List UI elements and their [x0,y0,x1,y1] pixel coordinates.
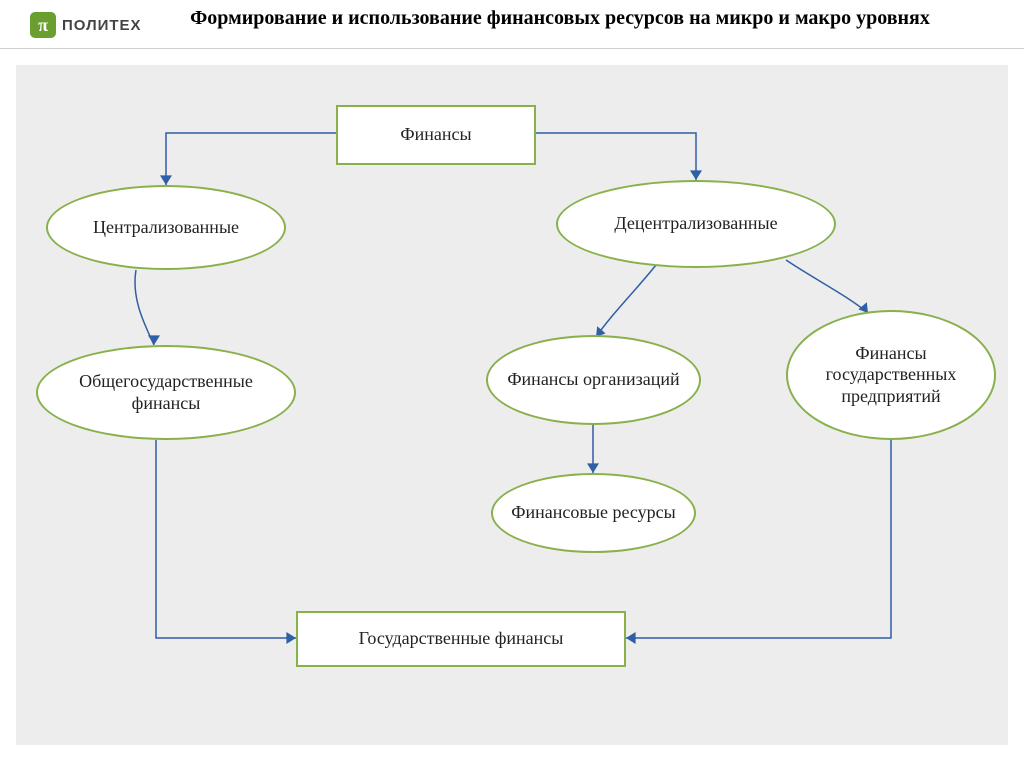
node-n5: Финансы организаций [486,335,701,425]
pi-icon: π [30,12,56,38]
logo-text: ПОЛИТЕХ [62,17,142,34]
diagram-canvas: Финансы Централизованные Децентрализованны… [16,65,1008,745]
node-n1: Финансы [336,105,536,165]
node-n8: Государственные финансы [296,611,626,667]
node-n6: Финансы государственных предприятий [786,310,996,440]
node-n7: Финансовые ресурсы [491,473,696,553]
header-bar: π ПОЛИТЕХ Формирование и использование ф… [0,0,1024,49]
page-title: Формирование и использование финансовых … [180,6,940,31]
node-n3: Децентрализованные [556,180,836,268]
logo: π ПОЛИТЕХ [30,12,142,38]
node-n4: Общегосударственные финансы [36,345,296,440]
node-n2: Централизованные [46,185,286,270]
